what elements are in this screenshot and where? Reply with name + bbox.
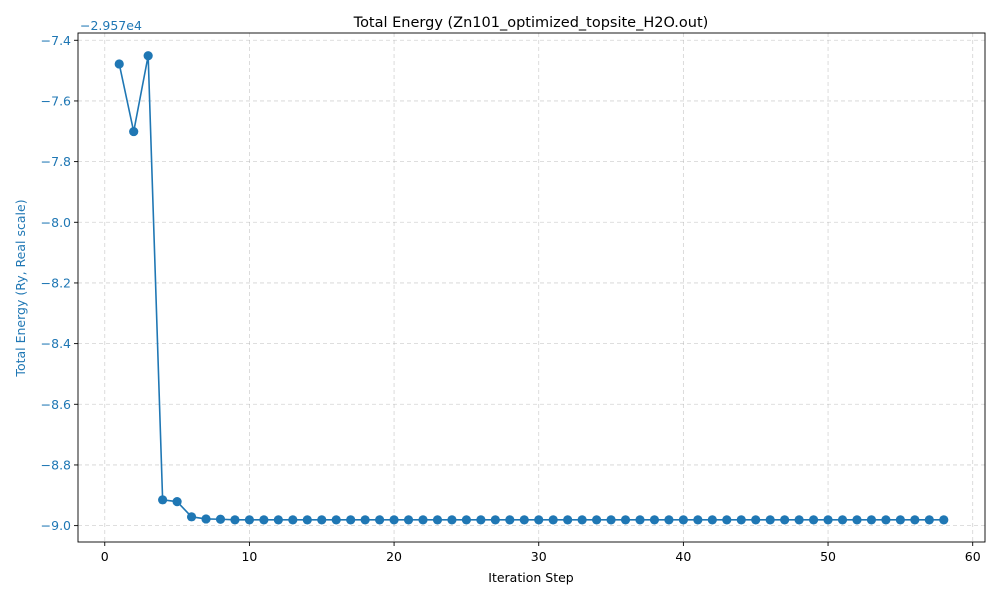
data-point [606, 515, 616, 525]
data-point [939, 515, 949, 525]
data-point [693, 515, 703, 525]
data-point [881, 515, 891, 525]
data-point [649, 515, 660, 525]
y-tick-label: −8.4 [41, 336, 71, 351]
data-point [317, 515, 327, 525]
data-point [331, 515, 341, 525]
data-points [114, 51, 949, 525]
data-point [447, 515, 457, 525]
y-tick-label: −7.6 [41, 93, 71, 108]
data-point [476, 515, 486, 525]
data-point [664, 515, 674, 525]
data-point [635, 515, 645, 525]
data-point [215, 514, 226, 524]
data-point [505, 515, 515, 525]
x-tick-label: 60 [965, 549, 981, 564]
data-point [707, 515, 717, 525]
data-point [114, 59, 124, 69]
data-point [591, 515, 602, 525]
data-point [346, 515, 356, 525]
series-line-group [118, 55, 944, 521]
data-point [895, 515, 905, 525]
data-point [852, 515, 862, 525]
data-point [823, 515, 833, 525]
data-point [910, 515, 920, 525]
data-point [432, 515, 443, 525]
data-point [751, 515, 761, 525]
data-point [302, 515, 312, 525]
data-point [172, 497, 182, 507]
data-point [924, 515, 934, 525]
data-point [620, 515, 631, 525]
y-tick-label: −7.8 [41, 154, 71, 169]
data-point [837, 515, 848, 525]
data-point [736, 515, 746, 525]
data-point [866, 515, 877, 525]
data-point [201, 514, 211, 524]
y-tick-label: −7.4 [41, 33, 71, 48]
data-point [563, 515, 573, 525]
plot-frame [77, 32, 986, 543]
data-point [808, 515, 819, 525]
x-tick-label: 50 [820, 549, 836, 564]
data-point [129, 126, 139, 137]
data-point [519, 515, 529, 525]
data-point [259, 515, 269, 525]
x-tick-label: 0 [101, 549, 109, 564]
data-point [548, 515, 558, 525]
x-tick-label: 20 [386, 549, 402, 564]
x-tick-label: 40 [675, 549, 691, 564]
y-tick-label: −8.6 [41, 397, 71, 412]
data-point [244, 515, 255, 525]
y-axis: −9.0 −8.8 −8.6 −8.4 −8.2 −8.0 −7.8 −7.6 −7.4 [41, 33, 78, 533]
data-point [143, 51, 153, 61]
data-point [389, 515, 399, 525]
data-point [794, 515, 804, 525]
data-point [490, 515, 500, 525]
x-tick-label: 10 [241, 549, 257, 564]
grid-lines [78, 33, 985, 542]
x-axis: 0 10 20 30 40 50 60 [101, 542, 981, 564]
data-point [288, 515, 298, 525]
data-point [375, 515, 385, 525]
data-point [780, 515, 790, 525]
x-axis-label: Iteration Step [488, 570, 574, 585]
y-tick-label: −8.8 [41, 457, 71, 472]
data-point [765, 515, 775, 525]
y-tick-label: −8.2 [41, 275, 71, 290]
data-point [534, 515, 544, 525]
data-point [158, 495, 168, 505]
y-tick-label: −9.0 [41, 518, 71, 533]
data-point [273, 515, 283, 525]
y-tick-label: −8.0 [41, 215, 71, 230]
data-point [461, 515, 472, 525]
data-point [403, 515, 414, 525]
series-line [118, 55, 944, 521]
data-point [186, 512, 197, 522]
chart-title: Total Energy (Zn101_optimized_topsite_H2… [353, 15, 709, 31]
data-point [230, 515, 240, 525]
data-point [577, 515, 587, 525]
y-axis-label: Total Energy (Ry, Real scale) [13, 199, 28, 377]
data-point [418, 515, 428, 525]
x-tick-label: 30 [531, 549, 547, 564]
data-point [678, 515, 688, 525]
data-point [722, 515, 732, 525]
data-point [360, 515, 370, 525]
y-axis-offset-label: −2.957e4 [80, 18, 142, 33]
